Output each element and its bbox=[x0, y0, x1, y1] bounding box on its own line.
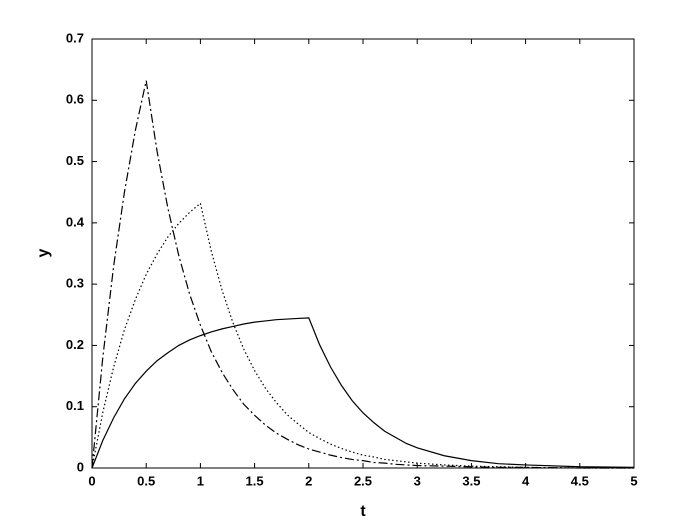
y-tick-label: 0.6 bbox=[66, 92, 84, 107]
x-tick-label: 1.5 bbox=[246, 473, 264, 488]
x-tick-label: 1 bbox=[197, 473, 204, 488]
y-tick-label: 0.7 bbox=[66, 30, 84, 45]
x-tick-label: 2 bbox=[305, 473, 312, 488]
y-tick-label: 0.3 bbox=[66, 276, 84, 291]
y-tick-label: 0.5 bbox=[66, 153, 84, 168]
y-axis-label: y bbox=[35, 248, 52, 257]
x-tick-label: 2.5 bbox=[354, 473, 372, 488]
x-axis-label: t bbox=[360, 503, 366, 520]
series-line bbox=[91, 202, 634, 469]
y-tick-label: 0.1 bbox=[66, 398, 84, 413]
x-tick-label: 3 bbox=[414, 473, 421, 488]
x-tick-label: 0.5 bbox=[137, 473, 155, 488]
series-line bbox=[91, 80, 634, 469]
series-line bbox=[91, 317, 635, 469]
x-tick-label: 3.5 bbox=[462, 473, 480, 488]
x-tick-label: 4.5 bbox=[571, 473, 589, 488]
y-tick-label: 0.4 bbox=[66, 214, 85, 229]
y-tick-label: 0.2 bbox=[66, 337, 84, 352]
x-tick-label: 5 bbox=[630, 473, 637, 488]
plot-frame bbox=[91, 38, 635, 469]
y-tick-label: 0 bbox=[77, 459, 84, 474]
x-tick-label: 4 bbox=[522, 473, 530, 488]
x-tick-label: 0 bbox=[88, 473, 95, 488]
